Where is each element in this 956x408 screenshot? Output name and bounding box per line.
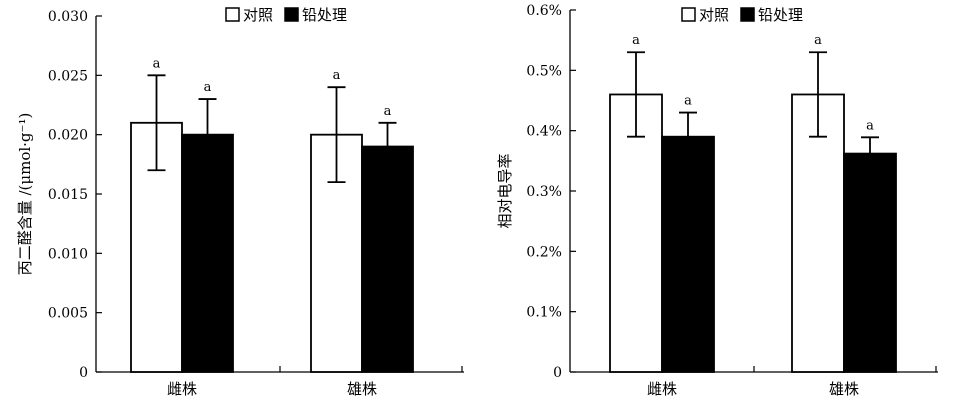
chart2-significance-label: a xyxy=(684,94,692,109)
chart2-y-tick-label: 0.1% xyxy=(526,305,562,321)
chart2-legend-label: 对照 xyxy=(699,6,729,24)
chart2-significance-label: a xyxy=(866,118,874,133)
chart2-bar-lead xyxy=(661,135,715,373)
chart2-y-tick-label: 0.3% xyxy=(526,184,562,200)
chart1-legend-swatch-lead xyxy=(284,7,299,22)
chart1-significance-label: a xyxy=(204,80,212,95)
chart1-legend-label: 对照 xyxy=(243,6,273,24)
chart1-y-tick-label: 0.030 xyxy=(48,9,88,25)
chart1-significance-label: a xyxy=(333,68,341,83)
chart2-bar-lead xyxy=(843,152,897,373)
chart1-bar-lead xyxy=(181,133,234,373)
chart1-y-tick-label: 0.010 xyxy=(48,246,88,262)
chart1-significance-label: a xyxy=(153,56,161,71)
chart2-legend-swatch-lead xyxy=(740,7,755,22)
chart2-y-tick-label: 0.4% xyxy=(526,124,562,140)
chart2-bar-control xyxy=(791,93,845,373)
chart1-y-tick-label: 0 xyxy=(79,365,88,381)
chart2-y-tick-label: 0.2% xyxy=(526,244,562,260)
chart2-x-tick-label: 雄株 xyxy=(829,380,859,398)
chart1-significance-label: a xyxy=(384,104,392,119)
chart1-legend-swatch-control xyxy=(225,7,240,22)
chart2-y-tick-label: 0 xyxy=(553,365,562,381)
chart1-y-tick-label: 0.020 xyxy=(48,128,88,144)
chart1-y-tick-label: 0.005 xyxy=(48,306,88,322)
chart1-x-tick-label: 雄株 xyxy=(347,380,377,398)
chart2-y-tick-label: 0.5% xyxy=(526,63,562,79)
chart1-y-axis-label: 丙二醛含量 /(μmol·g⁻¹) xyxy=(16,113,34,276)
chart1-y-tick-label: 0.015 xyxy=(48,187,88,203)
chart1-y-tick-label: 0.025 xyxy=(48,68,88,84)
chart1-bar-lead xyxy=(361,145,414,373)
chart2-x-tick-label: 雌株 xyxy=(647,380,677,398)
chart2-legend-swatch-control xyxy=(681,7,696,22)
chart2-legend-label: 铅处理 xyxy=(758,6,803,24)
chart2-y-axis-label: 相对电导率 xyxy=(496,153,514,228)
chart2-significance-label: a xyxy=(814,33,822,48)
chart2-y-tick-label: 0.6% xyxy=(526,3,562,19)
chart1-legend-label: 铅处理 xyxy=(302,6,347,24)
chart1-x-tick-label: 雌株 xyxy=(167,380,197,398)
chart2-significance-label: a xyxy=(632,33,640,48)
